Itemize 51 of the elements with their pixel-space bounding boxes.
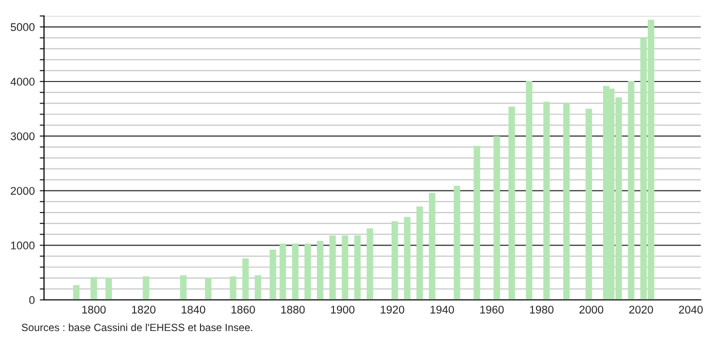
bar — [292, 244, 299, 300]
bar — [474, 146, 480, 300]
bar — [563, 103, 570, 300]
y-tick-label: 1000 — [11, 242, 35, 250]
bar — [73, 285, 80, 300]
bar — [180, 275, 187, 300]
bar — [204, 277, 212, 300]
x-tick-label: 1920 — [380, 306, 404, 314]
bar — [254, 275, 262, 300]
y-tick-label: 0 — [29, 296, 35, 304]
bar — [105, 277, 112, 300]
bar — [280, 244, 286, 300]
x-tick-label: 1960 — [480, 306, 504, 314]
bar — [329, 235, 336, 300]
x-tick-label: 2020 — [629, 306, 653, 314]
bar — [316, 240, 324, 300]
y-tick-label: 5000 — [10, 23, 35, 32]
bar — [392, 221, 398, 300]
x-tick-label: 1980 — [530, 306, 554, 314]
bar — [230, 276, 236, 300]
x-tick-label: 1860 — [232, 306, 255, 314]
bar — [304, 244, 311, 300]
bar — [416, 206, 423, 300]
x-tick-label: 1940 — [430, 306, 454, 314]
bar — [526, 80, 532, 300]
bar — [586, 108, 592, 300]
bar — [628, 80, 634, 300]
bar — [428, 192, 436, 300]
bar — [242, 258, 249, 300]
bar — [90, 276, 98, 300]
x-tick-label: 1840 — [182, 306, 206, 314]
x-tick-label: 1820 — [132, 306, 156, 314]
y-tick-label: 3000 — [10, 132, 35, 140]
x-tick-label: 1800 — [82, 306, 106, 314]
y-tick-label: 4000 — [10, 78, 35, 86]
x-tick-label: 1880 — [281, 306, 305, 314]
x-tick-label: 2000 — [580, 306, 604, 314]
x-tick-label: 1900 — [331, 306, 354, 314]
bar — [494, 136, 500, 300]
bar — [366, 228, 374, 300]
bar — [270, 250, 276, 300]
bar — [342, 235, 348, 300]
bar — [142, 276, 150, 300]
x-tick-label: 2040 — [679, 306, 703, 314]
bar — [454, 186, 460, 300]
y-tick-label: 2000 — [10, 186, 35, 195]
bar — [354, 235, 361, 300]
bar — [404, 216, 410, 300]
bar — [508, 106, 515, 300]
source-note: Sources : base Cassini de l'EHESS et base Insee. — [22, 323, 252, 332]
bar — [543, 102, 550, 300]
